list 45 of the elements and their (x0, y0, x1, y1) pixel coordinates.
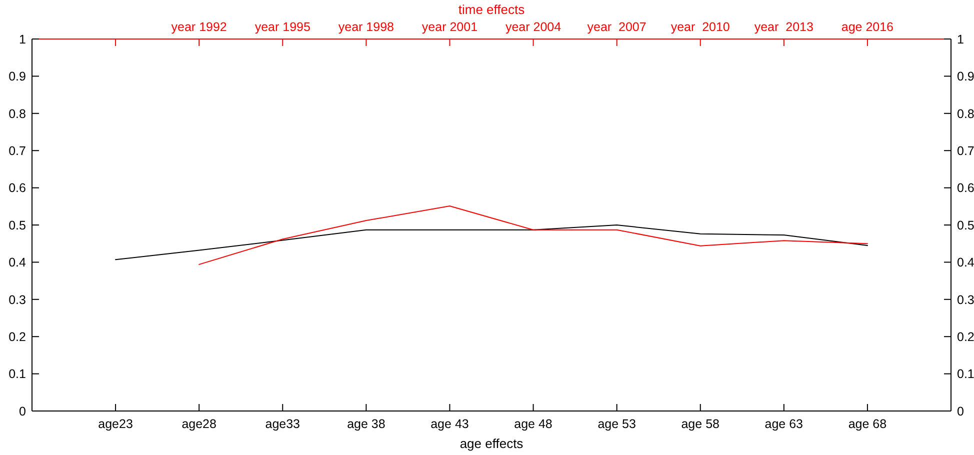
annotation: year 1992 (171, 20, 227, 34)
y2-tick-label: 0.5 (957, 218, 974, 232)
y-tick-label: 0.2 (8, 330, 26, 344)
y-tick-label: 0.7 (8, 144, 26, 158)
y-tick-label: 0 (19, 404, 26, 418)
y2-tick-label: 0.6 (957, 181, 974, 196)
y2-tick-label: 0.4 (957, 256, 974, 270)
annotation: year 2004 (505, 20, 562, 34)
y2-tick-label: 0.1 (957, 367, 974, 382)
x-tick-label: age 63 (764, 417, 804, 431)
y2-tick-label: 0.7 (957, 144, 974, 158)
line-series (115, 224, 868, 260)
y-tick-label: 0.1 (8, 367, 26, 382)
y2-tick-label: 1 (957, 32, 964, 46)
annotation: year 2013 (754, 20, 814, 34)
y-tick-label: 0.3 (8, 292, 26, 307)
line-series (198, 206, 868, 265)
annotation: year 2010 (670, 20, 730, 34)
x-tick-label: age28 (182, 417, 217, 431)
x-tick-label: age 48 (514, 417, 552, 431)
y-tick-label: 0.8 (8, 106, 26, 121)
annotation: age 2016 (841, 20, 894, 34)
y-tick-label: 0.4 (8, 256, 26, 270)
y2-tick-label: 0.3 (957, 292, 974, 307)
x-tick-label: age 68 (848, 417, 887, 431)
x-tick-label: age 43 (430, 417, 469, 431)
annotation: year 1995 (254, 20, 310, 34)
x-tick-label: age23 (98, 417, 133, 431)
x-tick-label: age 58 (681, 417, 720, 431)
y2-tick-label: 0.2 (957, 330, 974, 344)
chart-title: time effects (458, 2, 526, 17)
x-tick-label: age 38 (347, 417, 386, 431)
y2-tick-label: 0.9 (957, 70, 974, 84)
x-tick-label: age 53 (598, 417, 636, 431)
y2-tick-label: 0.8 (957, 106, 974, 121)
y2-tick-label: 0 (957, 404, 964, 418)
x-axis-title: age effects (460, 436, 524, 451)
x-tick-label: age33 (265, 417, 300, 431)
annotation: year 2001 (422, 20, 478, 34)
y-tick-label: 0.6 (8, 181, 26, 196)
annotation: year 2007 (587, 20, 646, 34)
y-tick-label: 0.9 (8, 70, 26, 84)
y-tick-label: 0.5 (8, 218, 26, 232)
y-tick-label: 1 (19, 32, 26, 46)
annotation: year 1998 (338, 20, 394, 34)
